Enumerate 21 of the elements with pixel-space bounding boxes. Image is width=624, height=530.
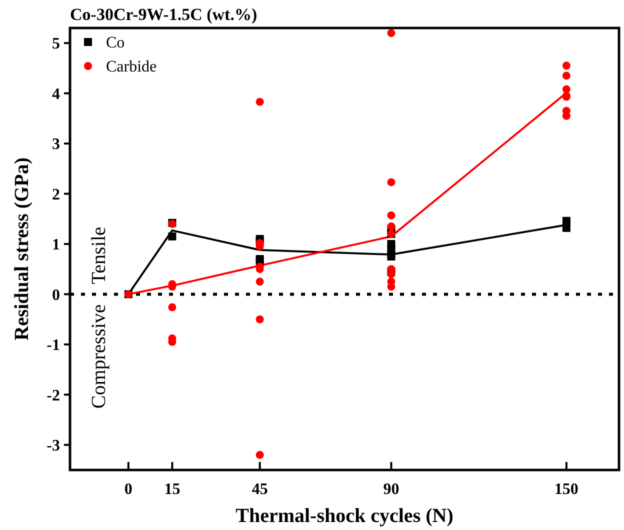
- x-tick-label: 90: [383, 481, 400, 498]
- x-axis-title: Thermal-shock cycles (N): [236, 505, 454, 527]
- y-tick-label: -3: [46, 437, 60, 454]
- x-tick-label: 150: [554, 481, 578, 498]
- y-tick-label: 1: [52, 236, 60, 254]
- x-tick-label: 45: [252, 481, 268, 498]
- x-tick-label: 15: [164, 481, 180, 498]
- annotation: Compressive: [88, 304, 110, 409]
- legend-label: Co: [106, 34, 125, 52]
- y-tick-label: 2: [52, 186, 60, 204]
- y-tick-label: 4: [52, 86, 60, 103]
- chart-title: Co-30Cr-9W-1.5C (wt.%): [70, 5, 258, 24]
- y-tick-label: -1: [46, 337, 60, 354]
- y-tick-label: 3: [52, 136, 60, 154]
- y-tick-label: 0: [52, 286, 60, 304]
- x-tick-label: 0: [124, 481, 132, 498]
- y-tick-label: -2: [46, 387, 60, 404]
- annotation: Tensile: [88, 226, 110, 284]
- legend-label: Carbide: [106, 58, 157, 76]
- y-axis-title: Residual stress (GPa): [11, 158, 33, 340]
- y-tick-label: 5: [52, 36, 60, 53]
